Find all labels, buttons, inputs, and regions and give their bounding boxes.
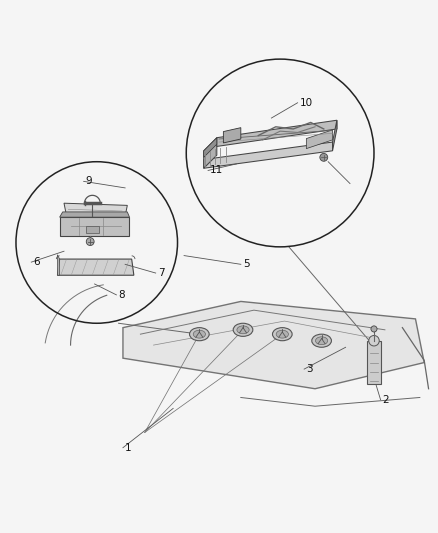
Polygon shape <box>204 138 217 168</box>
Polygon shape <box>60 212 130 217</box>
Ellipse shape <box>237 326 249 334</box>
Text: 6: 6 <box>33 257 40 267</box>
Polygon shape <box>60 217 130 236</box>
Text: 9: 9 <box>86 176 92 187</box>
Text: 8: 8 <box>119 290 125 300</box>
Polygon shape <box>204 142 332 168</box>
Ellipse shape <box>272 328 292 341</box>
Polygon shape <box>57 259 134 275</box>
Text: 1: 1 <box>125 443 132 453</box>
Polygon shape <box>123 302 424 389</box>
Ellipse shape <box>190 328 209 341</box>
Text: 11: 11 <box>210 165 223 175</box>
Polygon shape <box>217 120 337 147</box>
Text: 3: 3 <box>306 364 313 374</box>
Polygon shape <box>57 255 60 275</box>
Circle shape <box>369 335 379 346</box>
Circle shape <box>320 154 328 161</box>
Polygon shape <box>306 130 332 149</box>
Ellipse shape <box>233 323 253 336</box>
Ellipse shape <box>315 337 328 345</box>
Ellipse shape <box>276 330 288 338</box>
Text: 7: 7 <box>158 268 165 278</box>
Polygon shape <box>223 128 241 143</box>
Text: 5: 5 <box>243 260 250 269</box>
Polygon shape <box>367 341 381 384</box>
Text: 10: 10 <box>300 98 313 108</box>
Ellipse shape <box>312 334 332 348</box>
Polygon shape <box>204 138 217 157</box>
Circle shape <box>86 238 94 246</box>
Polygon shape <box>64 203 127 216</box>
Text: 2: 2 <box>383 394 389 405</box>
Polygon shape <box>332 120 337 151</box>
Polygon shape <box>86 226 99 233</box>
Ellipse shape <box>193 330 205 338</box>
Circle shape <box>371 326 377 332</box>
